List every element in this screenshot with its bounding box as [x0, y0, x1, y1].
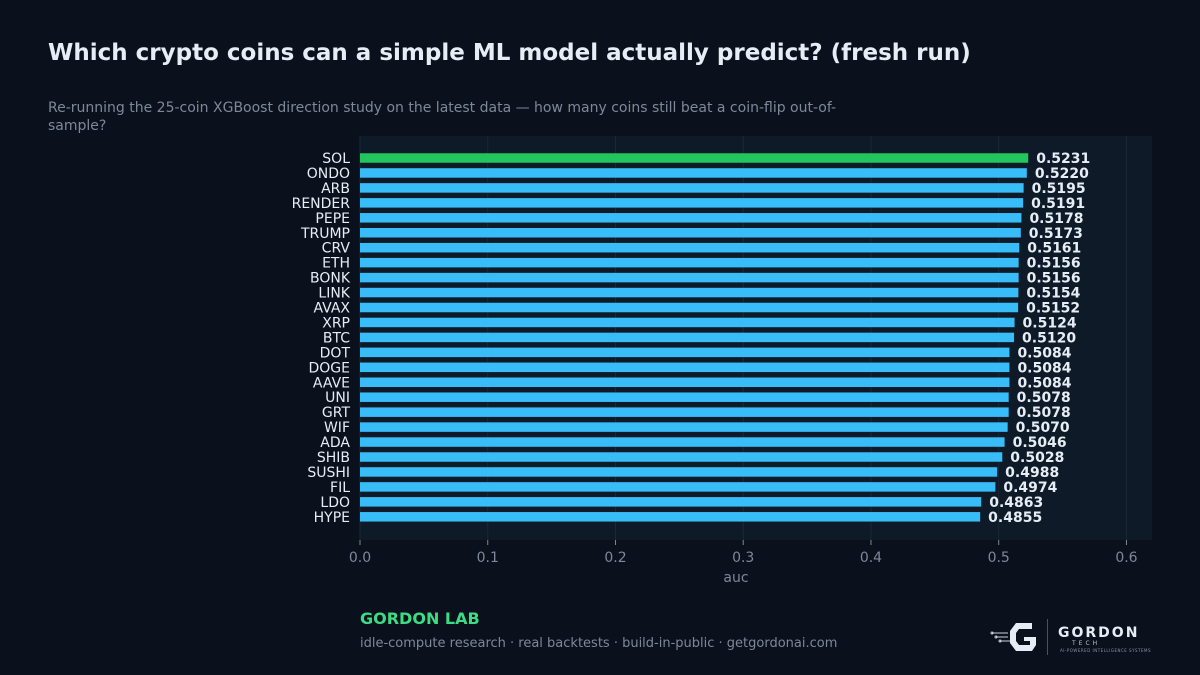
category-label: WIF	[324, 420, 350, 436]
value-label: 0.4974	[1003, 480, 1057, 496]
category-label: CRV	[322, 241, 351, 257]
logo-subtitle: TECH	[1072, 640, 1101, 647]
value-label: 0.5156	[1027, 256, 1081, 272]
bar	[360, 497, 982, 507]
x-tick-label: 0.1	[477, 550, 499, 566]
gordon-g-icon	[990, 619, 1048, 655]
category-label: ARB	[321, 181, 350, 197]
bar	[360, 168, 1027, 178]
value-label: 0.5078	[1017, 390, 1071, 406]
bar	[360, 362, 1010, 373]
bar	[360, 153, 1029, 163]
category-label: RENDER	[292, 196, 351, 212]
category-label: HYPE	[314, 510, 350, 526]
value-label: 0.5154	[1026, 286, 1080, 302]
bar	[360, 392, 1009, 402]
category-label: AAVE	[313, 375, 350, 391]
category-label: DOT	[320, 345, 351, 361]
bar	[360, 213, 1022, 223]
value-label: 0.5178	[1029, 211, 1083, 227]
value-label: 0.5156	[1027, 271, 1081, 287]
category-label: BTC	[323, 330, 350, 346]
bar	[360, 287, 1019, 298]
category-label: TRUMP	[300, 226, 350, 242]
bar	[360, 422, 1008, 432]
bar	[360, 183, 1024, 193]
bar	[360, 512, 981, 522]
x-tick-label: 0.4	[860, 550, 882, 566]
value-label: 0.5046	[1013, 435, 1067, 451]
chart-subtitle: Re-running the 25-coin XGBoost direction…	[48, 100, 837, 134]
value-label: 0.5028	[1010, 450, 1064, 466]
value-label: 0.5070	[1016, 420, 1070, 436]
category-label: SOL	[322, 151, 350, 167]
bar	[360, 437, 1005, 447]
category-label: XRP	[322, 315, 350, 331]
value-label: 0.5084	[1017, 360, 1071, 376]
value-label: 0.4863	[989, 495, 1043, 511]
logo-wordmark: GORDON	[1058, 625, 1140, 641]
x-tick-label: 0.6	[1115, 550, 1137, 566]
category-label: ADA	[320, 435, 350, 451]
logo-caption: AI-POWERED INTELLIGENCE SYSTEMS	[1060, 648, 1152, 653]
bar	[360, 317, 1015, 328]
category-label: GRT	[322, 405, 351, 421]
bar	[360, 407, 1009, 417]
bar	[360, 482, 996, 492]
category-label: AVAX	[313, 301, 350, 317]
value-label: 0.4855	[988, 510, 1042, 526]
value-label: 0.5231	[1036, 151, 1090, 167]
bar	[360, 347, 1010, 358]
category-label: DOGE	[309, 360, 351, 376]
footer-tagline: idle-compute research · real backtests ·…	[360, 636, 838, 651]
category-label: ETH	[322, 256, 350, 272]
value-label: 0.5220	[1035, 166, 1089, 182]
value-label: 0.5084	[1017, 375, 1071, 391]
x-tick-label: 0.0	[349, 550, 371, 566]
bar	[360, 467, 998, 477]
category-label: LINK	[318, 286, 350, 302]
value-label: 0.5173	[1029, 226, 1083, 242]
value-label: 0.5120	[1022, 330, 1076, 346]
category-label: BONK	[310, 271, 351, 287]
x-tick-label: 0.2	[604, 550, 626, 566]
category-label: UNI	[325, 390, 350, 406]
value-label: 0.4988	[1005, 465, 1059, 481]
category-label: SHIB	[317, 450, 350, 466]
bar	[360, 332, 1015, 343]
category-label: SUSHI	[307, 465, 350, 481]
value-label: 0.5161	[1027, 241, 1081, 257]
value-label: 0.5191	[1031, 196, 1085, 212]
bar	[360, 302, 1019, 313]
category-label: LDO	[320, 495, 350, 511]
bar	[360, 257, 1019, 268]
bar	[360, 198, 1024, 208]
chart-title: Which crypto coins can a simple ML model…	[48, 40, 971, 66]
category-label: FIL	[330, 480, 350, 496]
value-label: 0.5152	[1026, 301, 1080, 317]
category-label: PEPE	[315, 211, 350, 227]
bar-chart: 0.0 0.1 0.2 0.3 0.4 0.5 0.6 SOL 0.5231 ONDO 0.5220…	[292, 136, 1152, 586]
category-label: ONDO	[307, 166, 350, 182]
x-tick-label: 0.3	[732, 550, 754, 566]
bar	[360, 377, 1010, 387]
value-label: 0.5078	[1017, 405, 1071, 421]
bar	[360, 242, 1020, 253]
value-label: 0.5124	[1023, 315, 1077, 331]
x-tick-label: 0.5	[988, 550, 1010, 566]
value-label: 0.5084	[1017, 345, 1071, 361]
brand-name: GORDON LAB	[360, 609, 480, 628]
bar	[360, 272, 1019, 283]
bar	[360, 452, 1003, 462]
x-axis-label: auc	[723, 570, 748, 586]
value-label: 0.5195	[1032, 181, 1086, 197]
bar	[360, 228, 1021, 238]
